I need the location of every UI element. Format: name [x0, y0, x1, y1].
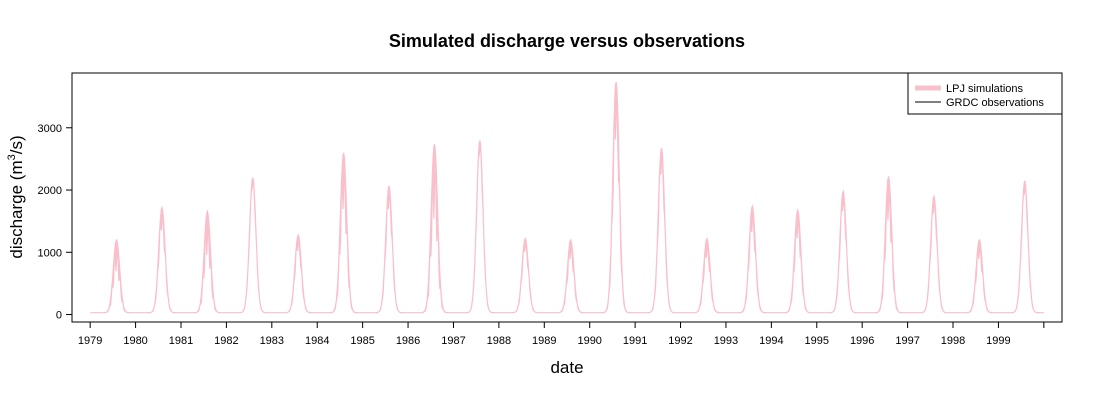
chart-title: Simulated discharge versus observations — [389, 31, 745, 51]
lpj-band — [90, 81, 1044, 314]
x-tick-label: 1993 — [714, 335, 738, 347]
x-tick-label: 1997 — [895, 335, 919, 347]
x-tick-label: 1984 — [305, 335, 329, 347]
x-tick-label: 1979 — [78, 335, 102, 347]
x-axis-label: date — [550, 358, 583, 377]
legend-label-lpj: LPJ simulations — [946, 83, 1024, 95]
y-axis: 0 1000 2000 3000 — [38, 123, 73, 322]
lpj-simulations-series — [90, 81, 1044, 314]
y-tick-label: 2000 — [38, 185, 62, 197]
y-tick-label: 1000 — [38, 247, 62, 259]
x-tick-label: 1990 — [577, 335, 601, 347]
legend-box — [907, 72, 1063, 115]
y-axis-label: discharge (m3/s) — [6, 135, 26, 258]
x-tick-label: 1992 — [668, 335, 692, 347]
x-tick-label: 1983 — [260, 335, 284, 347]
legend-label-grdc: GRDC observations — [946, 97, 1044, 109]
x-axis: 1979 1980 1981 1982 1983 1984 1985 1986 1987 1988… — [78, 321, 1045, 347]
x-tick-label: 1980 — [123, 335, 147, 347]
y-tick-label: 3000 — [38, 123, 62, 135]
legend: LPJ simulations GRDC observations — [907, 72, 1063, 115]
x-tick-label: 1982 — [214, 335, 238, 347]
x-tick-label: 1985 — [350, 335, 374, 347]
x-tick-label: 1998 — [941, 335, 965, 347]
x-tick-label: 1991 — [623, 335, 647, 347]
y-tick-label: 0 — [56, 310, 62, 322]
x-tick-label: 1987 — [441, 335, 465, 347]
x-tick-label: 1981 — [169, 335, 193, 347]
x-tick-label: 1989 — [532, 335, 556, 347]
x-tick-label: 1999 — [986, 335, 1010, 347]
x-tick-label: 1995 — [805, 335, 829, 347]
x-tick-label: 1996 — [850, 335, 874, 347]
x-tick-label: 1994 — [759, 335, 783, 347]
x-tick-label: 1988 — [487, 335, 511, 347]
x-tick-label: 1986 — [396, 335, 420, 347]
